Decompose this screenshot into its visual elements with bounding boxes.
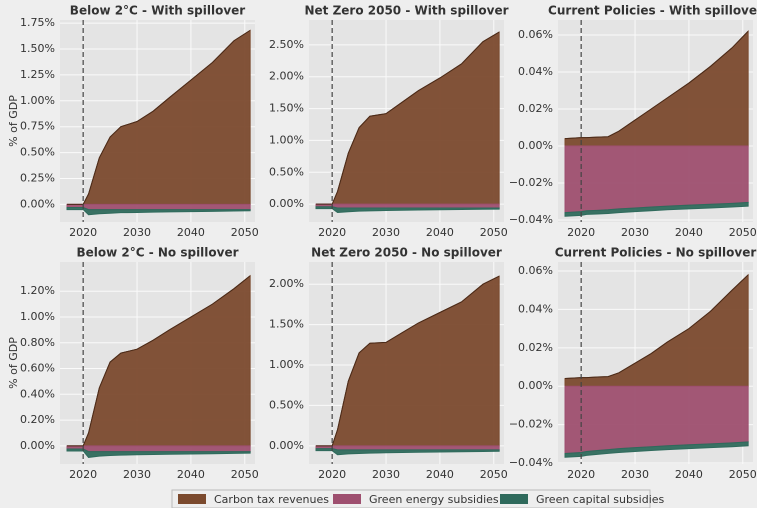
chart-title: Current Policies - No spillover bbox=[555, 246, 757, 260]
y-tick-label: 0.02% bbox=[518, 341, 553, 354]
x-tick-label: 2040 bbox=[177, 468, 205, 481]
y-tick-label: 2.00% bbox=[269, 70, 304, 83]
area bbox=[315, 445, 500, 451]
x-tick-label: 2050 bbox=[729, 468, 757, 481]
y-tick-label: 0.04% bbox=[518, 65, 553, 78]
y-tick-label: 0.60% bbox=[20, 362, 55, 375]
y-tick-label: 0.00% bbox=[20, 197, 55, 210]
x-tick-label: 2020 bbox=[69, 226, 97, 239]
area bbox=[564, 201, 749, 217]
x-tick-label: 2040 bbox=[426, 226, 454, 239]
legend-swatch bbox=[333, 494, 361, 504]
y-tick-label: 0.02% bbox=[518, 102, 553, 115]
y-tick-label: 1.00% bbox=[20, 310, 55, 323]
y-tick-label: −0.04% bbox=[509, 456, 553, 469]
y-tick-label: 0.80% bbox=[20, 336, 55, 349]
x-tick-label: 2040 bbox=[426, 468, 454, 481]
x-tick-label: 2030 bbox=[372, 468, 400, 481]
y-tick-label: 1.50% bbox=[269, 102, 304, 115]
x-tick-label: 2020 bbox=[318, 468, 346, 481]
y-tick-label: 0.50% bbox=[20, 146, 55, 159]
x-tick-label: 2040 bbox=[675, 468, 703, 481]
x-tick-label: 2030 bbox=[621, 226, 649, 239]
x-tick-label: 2030 bbox=[123, 468, 151, 481]
line bbox=[564, 30, 749, 140]
y-tick-label: 0.75% bbox=[20, 120, 55, 133]
x-tick-label: 2050 bbox=[231, 226, 259, 239]
y-tick-label: −0.02% bbox=[509, 418, 553, 431]
x-tick-label: 2030 bbox=[123, 226, 151, 239]
line bbox=[67, 29, 251, 205]
legend-label: Green capital subsidies bbox=[536, 493, 665, 506]
y-tick-label: 0.50% bbox=[269, 165, 304, 178]
y-tick-label: 0.00% bbox=[269, 439, 304, 452]
y-tick-label: 0.00% bbox=[518, 379, 553, 392]
legend-swatch bbox=[178, 494, 206, 504]
chart-title: Current Policies - With spillover bbox=[548, 4, 757, 18]
x-tick-label: 2020 bbox=[69, 468, 97, 481]
y-tick-label: 0.00% bbox=[20, 439, 55, 452]
area bbox=[315, 206, 500, 213]
line bbox=[316, 275, 500, 447]
chart-title: Net Zero 2050 - With spillover bbox=[304, 4, 508, 18]
y-tick-label: −0.02% bbox=[509, 176, 553, 189]
y-tick-label: 1.00% bbox=[269, 133, 304, 146]
y-axis-label: % of GDP bbox=[7, 95, 20, 147]
area bbox=[66, 445, 251, 453]
legend-label: Green energy subsidies bbox=[369, 493, 499, 506]
y-tick-label: 2.50% bbox=[269, 38, 304, 51]
y-tick-label: 0.40% bbox=[20, 387, 55, 400]
area bbox=[66, 203, 251, 211]
y-tick-label: 0.04% bbox=[518, 302, 553, 315]
line bbox=[564, 274, 749, 380]
chart-title: Below 2°C - No spillover bbox=[76, 246, 238, 260]
area bbox=[66, 448, 251, 458]
y-tick-label: 0.00% bbox=[518, 139, 553, 152]
line bbox=[67, 275, 251, 447]
line bbox=[316, 31, 500, 205]
legend bbox=[171, 489, 651, 508]
y-axis-label: % of GDP bbox=[7, 337, 20, 389]
y-tick-label: 1.50% bbox=[269, 318, 304, 331]
y-tick-label: 1.00% bbox=[20, 94, 55, 107]
chart-title: Net Zero 2050 - No spillover bbox=[311, 246, 502, 260]
x-tick-label: 2030 bbox=[621, 468, 649, 481]
x-tick-label: 2020 bbox=[567, 226, 595, 239]
y-tick-label: 0.06% bbox=[518, 264, 553, 277]
y-tick-label: 1.20% bbox=[20, 284, 55, 297]
x-tick-label: 2040 bbox=[177, 226, 205, 239]
area bbox=[66, 206, 251, 216]
area bbox=[315, 448, 500, 456]
y-tick-label: −0.04% bbox=[509, 213, 553, 226]
legend-label: Carbon tax revenues bbox=[214, 493, 329, 506]
x-tick-label: 2040 bbox=[675, 226, 703, 239]
legend-swatch bbox=[500, 494, 528, 504]
x-tick-label: 2050 bbox=[231, 468, 259, 481]
x-tick-label: 2050 bbox=[729, 226, 757, 239]
y-tick-label: 0.20% bbox=[20, 413, 55, 426]
y-tick-label: 1.00% bbox=[269, 358, 304, 371]
x-tick-label: 2030 bbox=[372, 226, 400, 239]
area bbox=[564, 145, 749, 214]
area bbox=[315, 203, 500, 209]
y-tick-label: 1.50% bbox=[20, 42, 55, 55]
x-tick-label: 2020 bbox=[318, 226, 346, 239]
x-tick-label: 2050 bbox=[480, 226, 508, 239]
y-tick-label: 2.00% bbox=[269, 277, 304, 290]
y-tick-label: 0.00% bbox=[269, 197, 304, 210]
y-tick-label: 1.75% bbox=[20, 16, 55, 29]
y-tick-label: 0.25% bbox=[20, 171, 55, 184]
x-tick-label: 2050 bbox=[480, 468, 508, 481]
y-tick-label: 1.25% bbox=[20, 68, 55, 81]
chart-title: Below 2°C - With spillover bbox=[70, 4, 245, 18]
y-tick-label: 0.50% bbox=[269, 398, 304, 411]
x-tick-label: 2020 bbox=[567, 468, 595, 481]
area bbox=[564, 441, 749, 458]
y-tick-label: 0.06% bbox=[518, 28, 553, 41]
